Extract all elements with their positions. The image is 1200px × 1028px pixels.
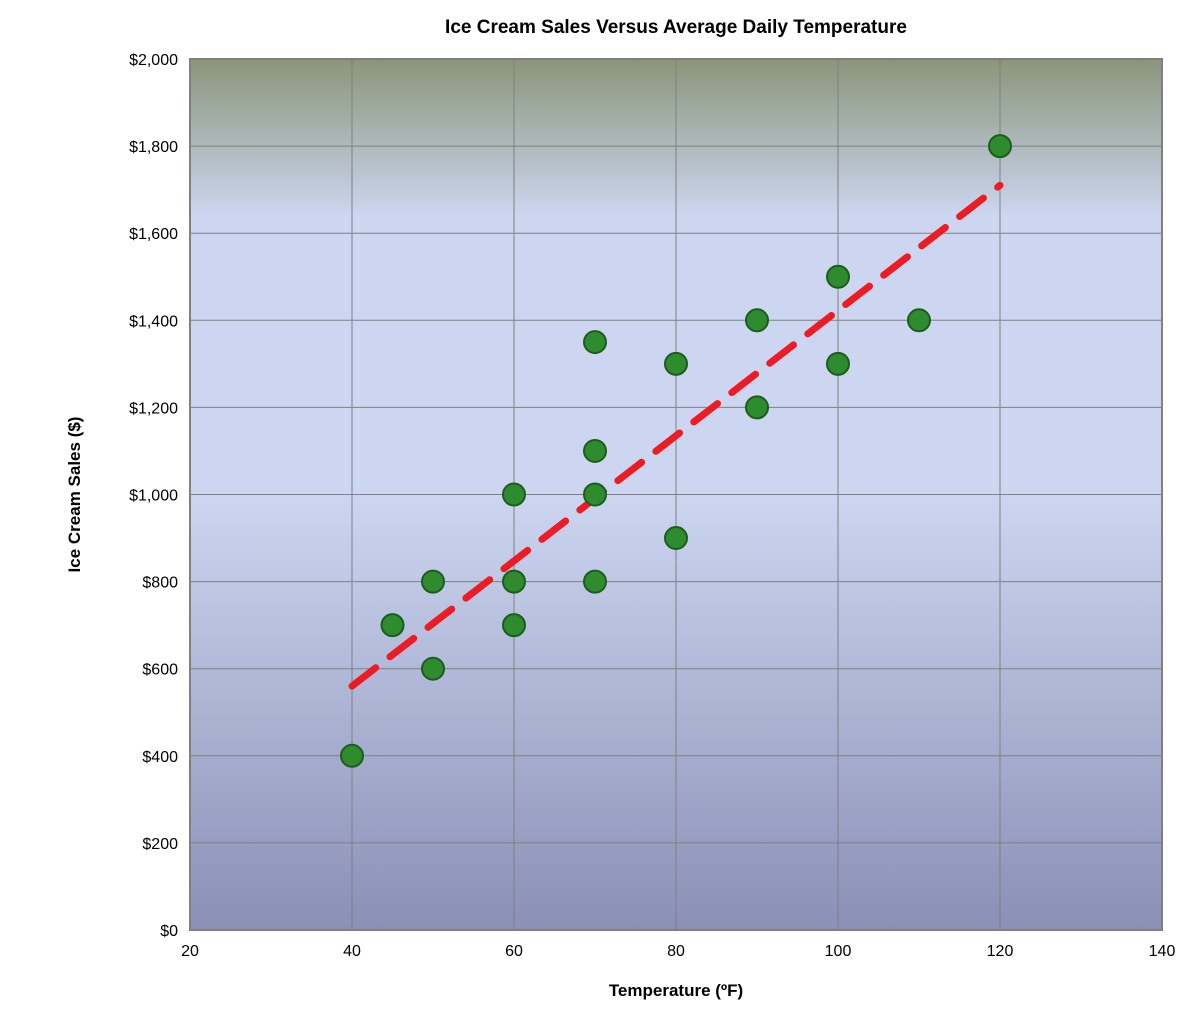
y-tick-label: $2,000 bbox=[129, 52, 178, 69]
x-axis-label: Temperature (ºF) bbox=[609, 981, 743, 1000]
data-point bbox=[989, 135, 1011, 157]
x-tick-label: 20 bbox=[181, 943, 199, 960]
y-tick-label: $400 bbox=[142, 749, 178, 766]
data-point bbox=[746, 396, 768, 418]
data-point bbox=[827, 353, 849, 375]
y-tick-label: $1,600 bbox=[129, 226, 178, 243]
chart-title: Ice Cream Sales Versus Average Daily Tem… bbox=[445, 17, 907, 38]
x-tick-label: 80 bbox=[667, 943, 685, 960]
data-point bbox=[584, 571, 606, 593]
x-tick-label: 100 bbox=[825, 943, 852, 960]
data-point bbox=[584, 331, 606, 353]
x-tick-label: 120 bbox=[987, 943, 1014, 960]
data-point bbox=[503, 571, 525, 593]
data-point bbox=[382, 614, 404, 636]
data-point bbox=[584, 440, 606, 462]
x-tick-label: 40 bbox=[343, 943, 361, 960]
y-tick-label: $1,400 bbox=[129, 313, 178, 330]
data-point bbox=[422, 658, 444, 680]
y-axis-label: Ice Cream Sales ($) bbox=[65, 417, 84, 573]
y-tick-label: $1,000 bbox=[129, 488, 178, 505]
x-tick-label: 140 bbox=[1149, 943, 1176, 960]
data-point bbox=[746, 309, 768, 331]
y-tick-label: $200 bbox=[142, 836, 178, 853]
y-tick-label: $1,800 bbox=[129, 139, 178, 156]
data-point bbox=[503, 484, 525, 506]
data-point bbox=[422, 571, 444, 593]
data-point bbox=[908, 309, 930, 331]
y-tick-label: $800 bbox=[142, 575, 178, 592]
data-point bbox=[584, 484, 606, 506]
y-tick-label: $1,200 bbox=[129, 400, 178, 417]
y-tick-label: $0 bbox=[160, 923, 178, 940]
data-point bbox=[827, 266, 849, 288]
x-tick-label: 60 bbox=[505, 943, 523, 960]
y-tick-label: $600 bbox=[142, 662, 178, 679]
data-point bbox=[341, 745, 363, 767]
data-point bbox=[665, 527, 687, 549]
data-point bbox=[665, 353, 687, 375]
data-point bbox=[503, 614, 525, 636]
scatter-chart: 20 40 60 80 100 120 140 $0 $200 $400 $600 $800 $1,00… bbox=[0, 0, 1200, 1028]
